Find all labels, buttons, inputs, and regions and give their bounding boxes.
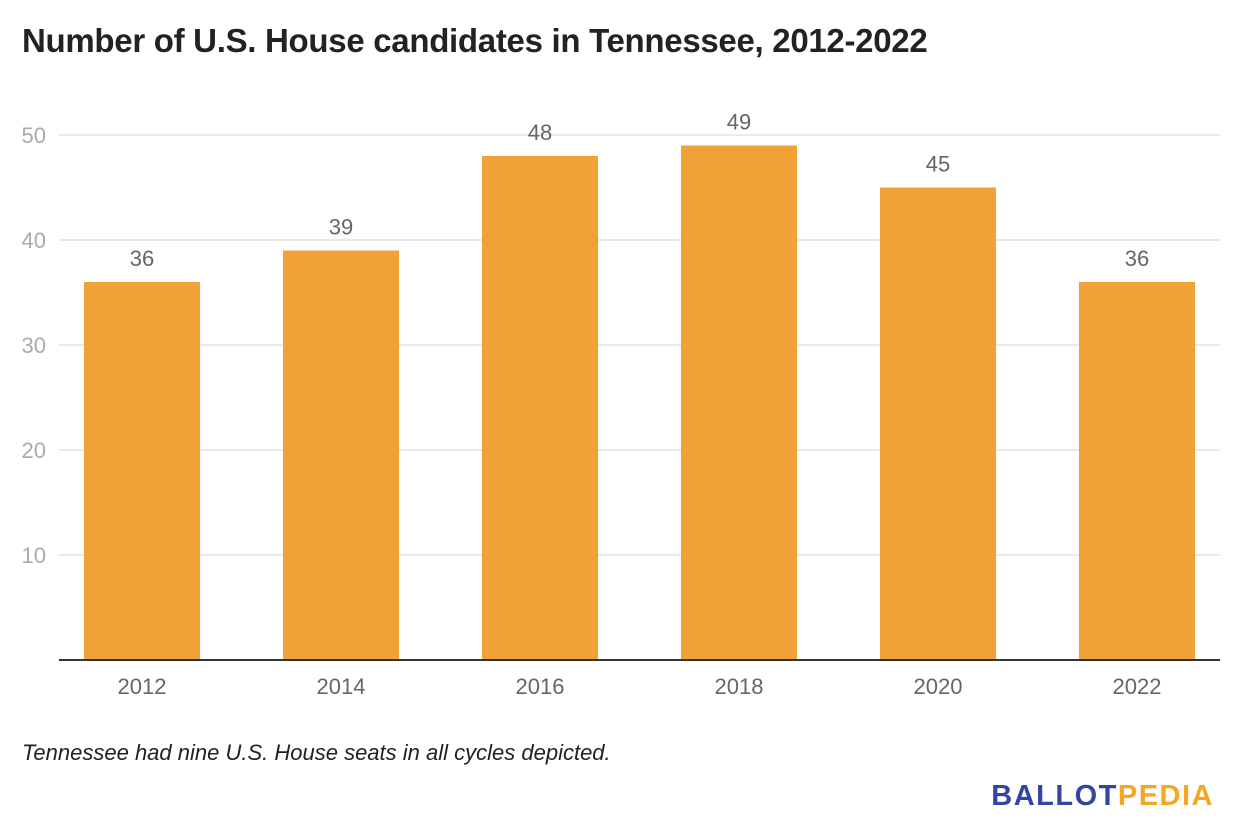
ballotpedia-logo: BALLOTPEDIA xyxy=(991,780,1214,813)
data-label: 49 xyxy=(727,110,751,135)
data-label: 36 xyxy=(1125,246,1149,271)
y-tick-label: 50 xyxy=(22,123,46,148)
bar-2014 xyxy=(283,250,399,660)
bar-2020 xyxy=(880,187,996,660)
logo-part-ballot: BALLOT xyxy=(991,780,1118,812)
x-tick-label: 2022 xyxy=(1113,674,1162,699)
data-label: 48 xyxy=(528,120,552,145)
x-tick-label: 2016 xyxy=(516,674,565,699)
data-label: 39 xyxy=(329,215,353,240)
y-tick-label: 30 xyxy=(22,333,46,358)
y-tick-label: 10 xyxy=(22,543,46,568)
data-label: 45 xyxy=(926,152,950,177)
x-tick-label: 2018 xyxy=(715,674,764,699)
y-tick-label: 20 xyxy=(22,438,46,463)
bar-2016 xyxy=(482,156,598,660)
x-tick-label: 2014 xyxy=(317,674,366,699)
data-label: 36 xyxy=(130,246,154,271)
y-tick-label: 40 xyxy=(22,228,46,253)
chart-note: Tennessee had nine U.S. House seats in a… xyxy=(22,740,611,765)
logo-part-pedia: PEDIA xyxy=(1117,780,1214,812)
bar-2012 xyxy=(84,282,200,660)
x-tick-label: 2012 xyxy=(118,674,167,699)
bar-chart: 10 20 30 40 50 36 2012 39 2014 48 2016 49 2018 45 2020… xyxy=(22,110,1220,699)
chart-title: Number of U.S. House candidates in Tenne… xyxy=(22,22,928,59)
x-tick-label: 2020 xyxy=(914,674,963,699)
bar-2018 xyxy=(681,145,797,660)
bar-2022 xyxy=(1079,282,1195,660)
